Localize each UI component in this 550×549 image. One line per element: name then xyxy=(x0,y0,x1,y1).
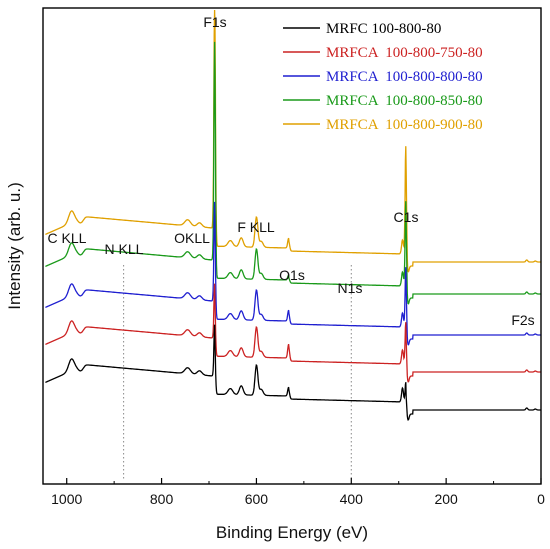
peak-label: C1s xyxy=(394,209,419,225)
x-tick-label: 800 xyxy=(150,491,174,507)
x-tick-label: 1000 xyxy=(51,491,82,507)
x-tick-label: 0 xyxy=(537,491,545,507)
x-axis-ticks: 1000 800 600 400 200 0 xyxy=(51,478,545,507)
legend-entry: MRFC 100-800-80 xyxy=(326,21,441,37)
series-line xyxy=(45,283,541,383)
legend-entry: MRFCA 100-800-800-80 xyxy=(326,69,483,85)
peak-label: OKLL xyxy=(174,230,210,246)
x-tick-label: 200 xyxy=(434,491,458,507)
legend-entry: MRFCA 100-800-850-80 xyxy=(326,93,483,109)
series-line xyxy=(45,201,541,346)
legend: MRFC 100-800-80 MRFCA 100-800-750-80 MRFCA… xyxy=(283,21,483,133)
series-line xyxy=(45,324,541,421)
y-axis-title: Intensity (arb. u.) xyxy=(5,182,24,310)
peak-label: O1s xyxy=(279,267,305,283)
peak-annotations: C KLL N KLL OKLL F1s F KLL O1s N1s C1s F2s xyxy=(48,14,535,328)
peak-label: F1s xyxy=(203,14,226,30)
x-tick-label: 600 xyxy=(245,491,269,507)
peak-label: C KLL xyxy=(48,230,87,246)
series-line xyxy=(45,9,541,273)
series-layer xyxy=(45,9,541,421)
x-tick-label: 400 xyxy=(340,491,364,507)
legend-entry: MRFCA 100-800-900-80 xyxy=(326,117,483,133)
plot-frame xyxy=(42,7,542,485)
peak-label: N KLL xyxy=(105,241,144,257)
peak-label: F KLL xyxy=(237,219,275,235)
peak-label: N1s xyxy=(338,280,363,296)
reference-lines xyxy=(123,265,352,480)
peak-label: F2s xyxy=(511,312,534,328)
x-axis-title: Binding Energy (eV) xyxy=(216,523,368,542)
legend-entry: MRFCA 100-800-750-80 xyxy=(326,45,483,61)
series-line xyxy=(45,41,541,305)
